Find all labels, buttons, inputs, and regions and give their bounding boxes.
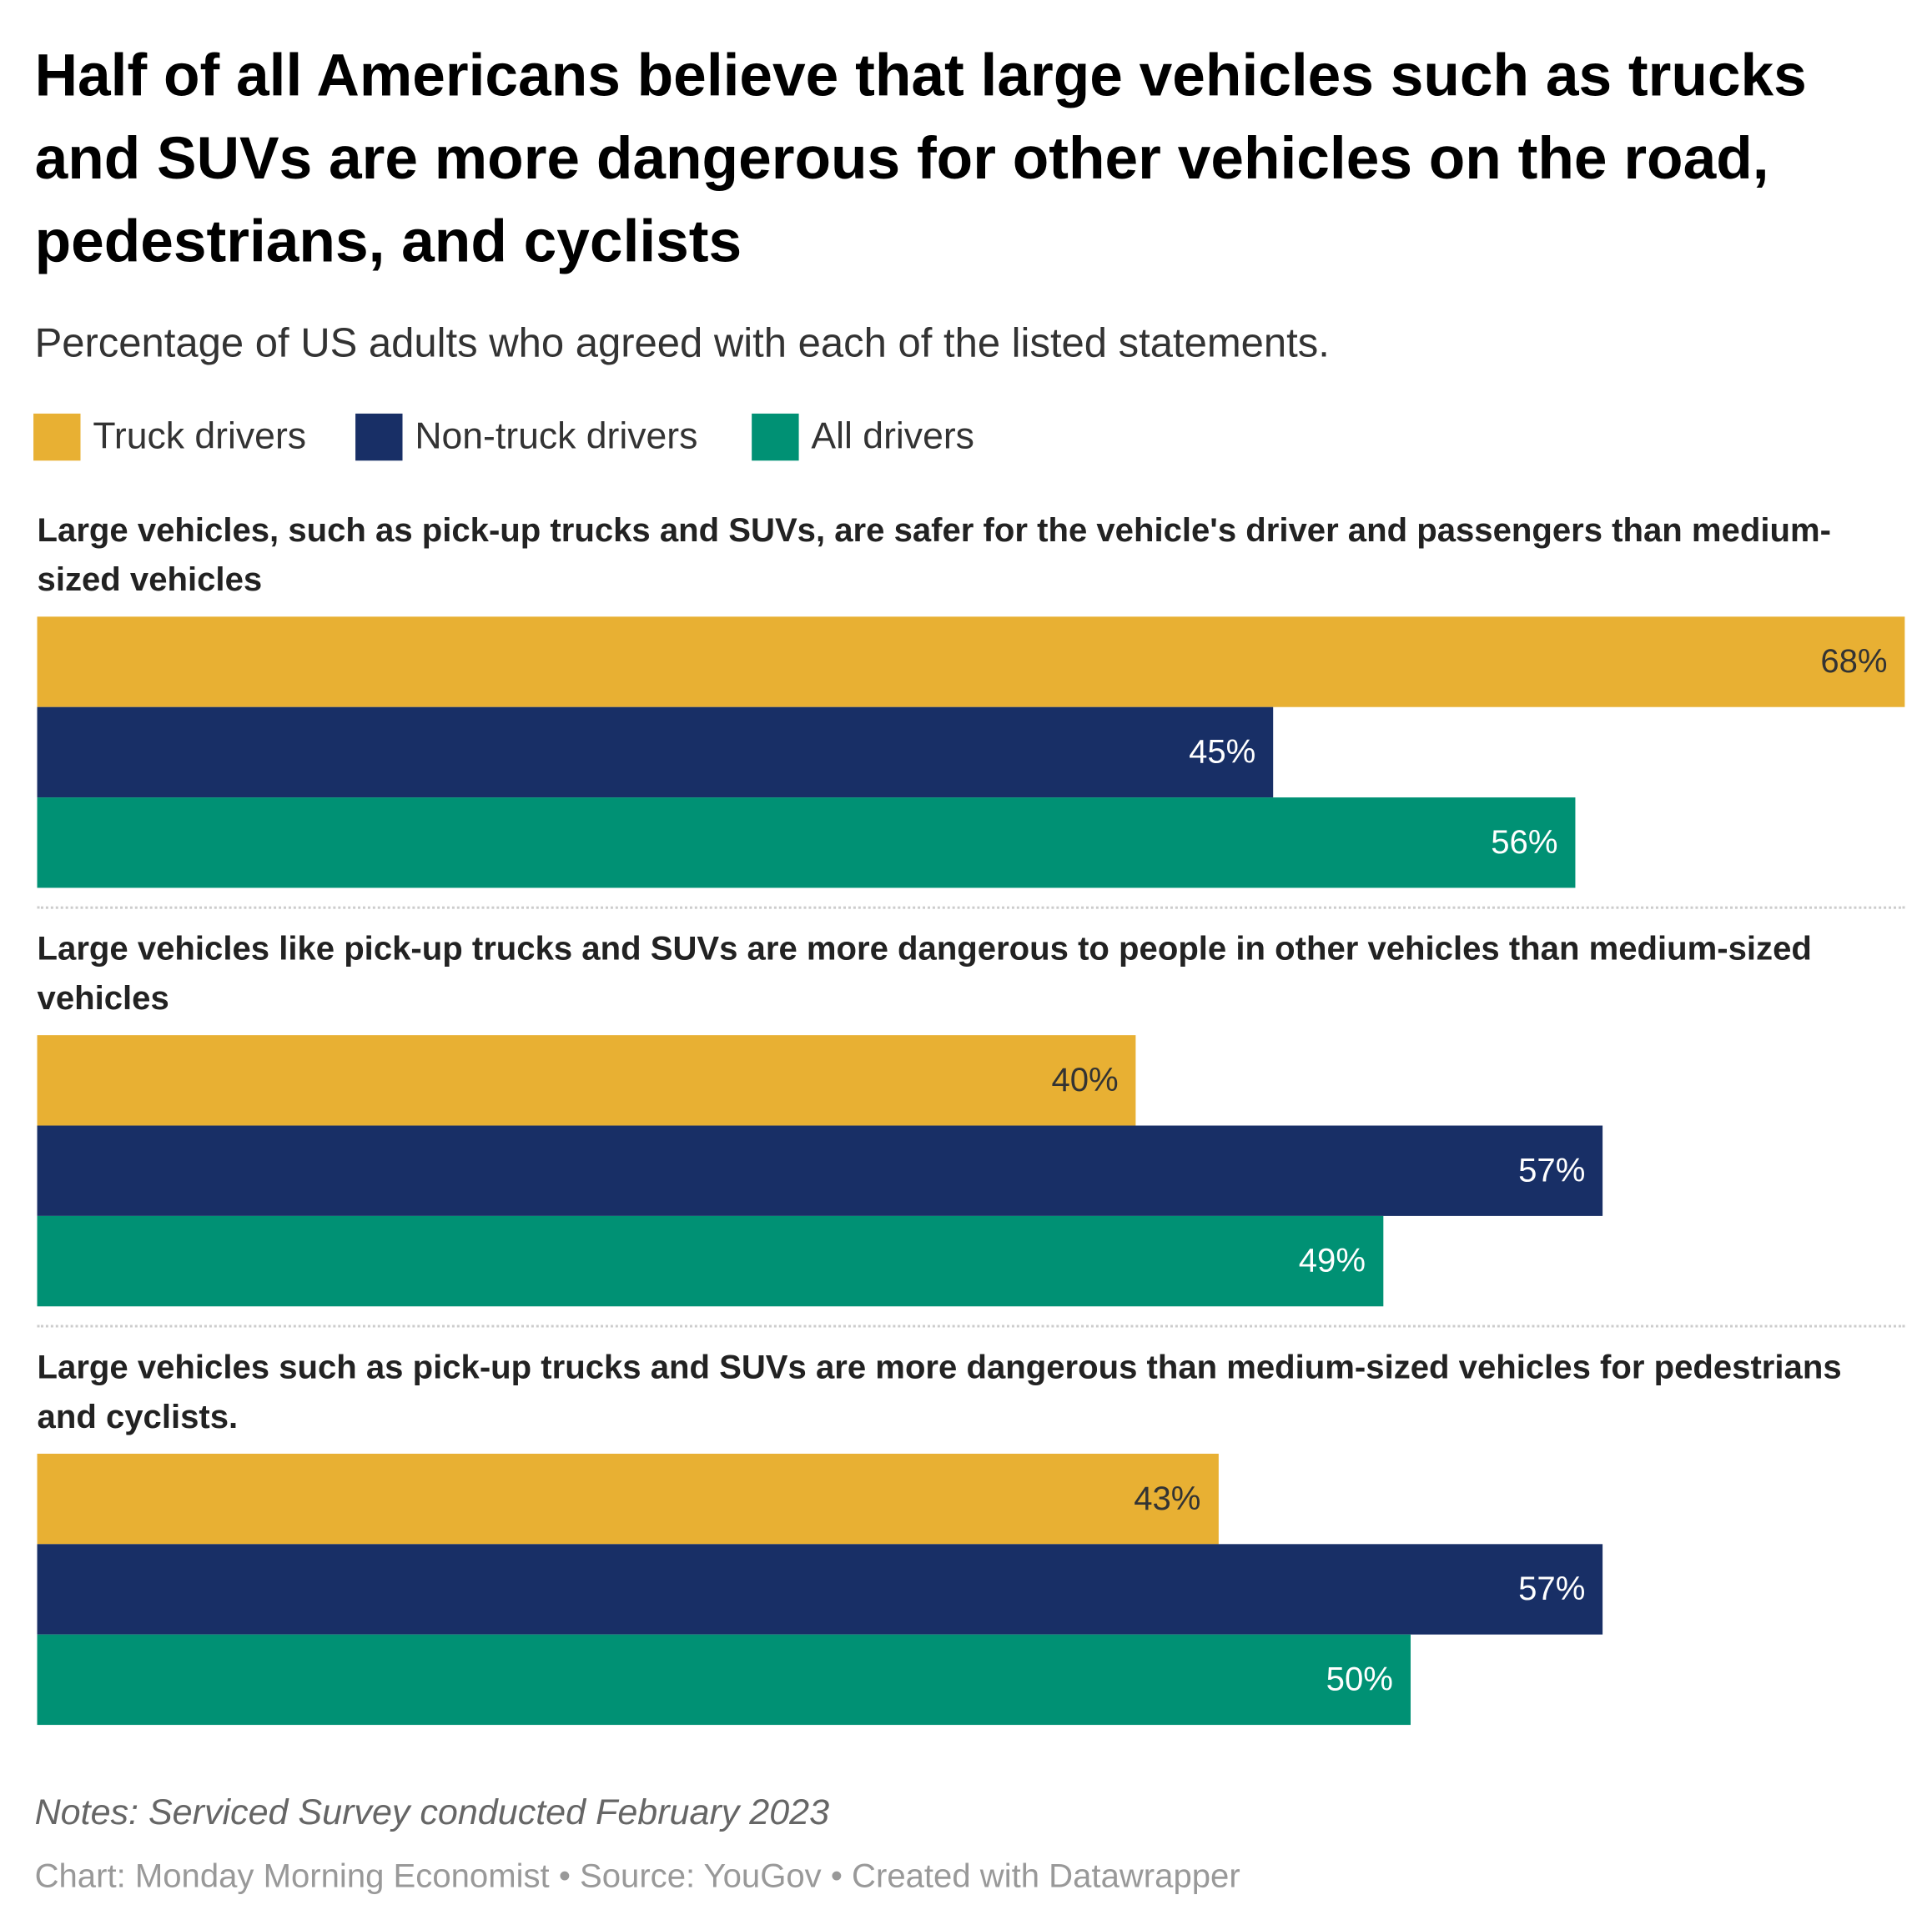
value-label: 45% — [1189, 732, 1256, 771]
separator — [37, 906, 1905, 909]
bar — [37, 1125, 1603, 1216]
footer: Chart: Monday Morning Economist • Source… — [34, 1857, 1240, 1895]
value-label: 49% — [1298, 1242, 1366, 1279]
value-label: 68% — [1820, 642, 1888, 681]
bar — [37, 797, 1576, 888]
legend-item: All drivers — [752, 412, 974, 461]
legend-label: Non-truck drivers — [415, 415, 698, 457]
bar — [37, 616, 1905, 707]
chart-title: Half of all Americans believe that large… — [34, 43, 1807, 275]
group-label: Large vehicles, such as pick-up trucks a… — [37, 511, 1831, 599]
legend-label: Truck drivers — [93, 415, 307, 457]
separator — [37, 1324, 1905, 1328]
legend-swatch — [33, 413, 81, 461]
value-label: 43% — [1134, 1480, 1201, 1517]
legend-item: Non-truck drivers — [355, 412, 697, 461]
value-label: 56% — [1491, 823, 1558, 861]
bar — [37, 1035, 1136, 1126]
value-label: 57% — [1518, 1570, 1586, 1608]
chart-subtitle: Percentage of US adults who agreed with … — [34, 319, 1330, 365]
legend-item: Truck drivers — [33, 412, 306, 461]
notes: Notes: Serviced Survey conducted Februar… — [34, 1792, 830, 1833]
bar — [37, 1544, 1603, 1635]
bar — [37, 1634, 1411, 1726]
value-label: 40% — [1051, 1061, 1119, 1098]
bar — [37, 706, 1274, 798]
legend-swatch — [752, 413, 799, 461]
bar — [37, 1215, 1383, 1307]
legend-swatch — [355, 413, 403, 461]
legend-label: All drivers — [811, 415, 974, 457]
value-label: 50% — [1326, 1660, 1393, 1698]
group-label: Large vehicles such as pick-up trucks an… — [37, 1348, 1842, 1435]
group-label: Large vehicles like pick-up trucks and S… — [37, 929, 1812, 1017]
bar — [37, 1453, 1219, 1545]
value-label: 57% — [1518, 1151, 1586, 1189]
